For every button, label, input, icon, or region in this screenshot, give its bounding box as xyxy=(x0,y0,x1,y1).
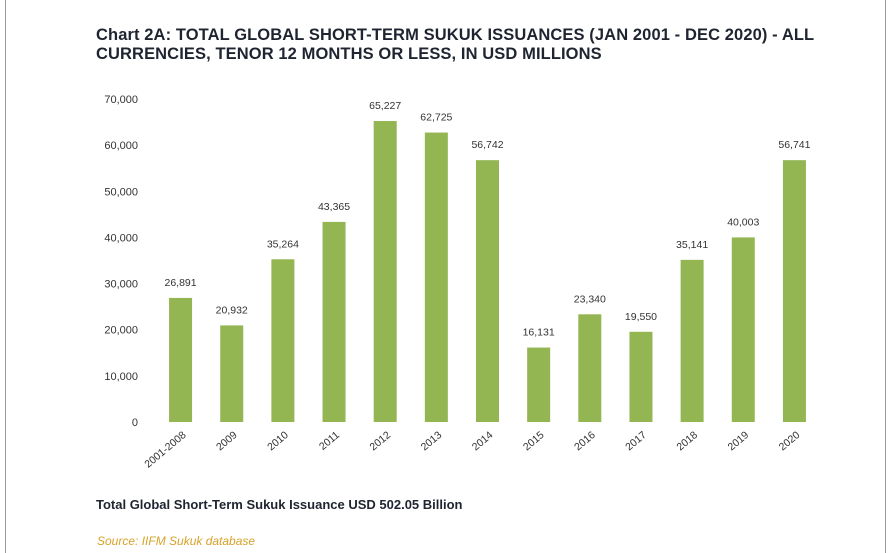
bar xyxy=(322,221,346,422)
data-label: 19,550 xyxy=(625,311,657,323)
bar xyxy=(373,121,397,422)
bar xyxy=(731,237,755,422)
x-tick-label: 2017 xyxy=(623,429,649,453)
x-tick-label: 2010 xyxy=(265,429,291,453)
y-tick-label: 60,000 xyxy=(104,140,138,152)
data-label: 20,932 xyxy=(216,304,248,316)
bars xyxy=(169,121,806,423)
x-tick-label: 2019 xyxy=(726,429,752,453)
bar xyxy=(476,160,499,422)
x-tick-label: 2009 xyxy=(214,429,240,453)
data-label: 35,264 xyxy=(267,238,299,250)
data-label: 56,742 xyxy=(471,139,503,151)
data-label: 62,725 xyxy=(420,112,452,124)
x-tick-label: 2011 xyxy=(317,429,342,453)
y-tick-label: 20,000 xyxy=(104,325,138,337)
bar xyxy=(169,297,193,422)
x-tick-label: 2015 xyxy=(521,429,547,453)
data-label: 56,741 xyxy=(778,139,810,151)
bar xyxy=(527,347,551,422)
bar xyxy=(578,314,602,422)
x-tick-label: 2012 xyxy=(368,429,394,453)
bar xyxy=(424,132,448,423)
y-tick-label: 40,000 xyxy=(104,232,138,244)
y-tick-label: 10,000 xyxy=(104,371,138,383)
chart-title: Chart 2A: TOTAL GLOBAL SHORT-TERM SUKUK … xyxy=(96,26,814,63)
x-axis: 2001-2008 2009 2010 2011 2012 2013 2014 2015 201… xyxy=(142,429,802,471)
y-tick-label: 70,000 xyxy=(104,94,138,106)
x-tick-label: 2018 xyxy=(674,429,700,453)
data-label: 26,891 xyxy=(165,277,197,289)
x-tick-label: 2001-2008 xyxy=(142,429,188,471)
bar xyxy=(220,325,244,422)
x-tick-label: 2016 xyxy=(572,429,598,453)
y-tick-label: 0 xyxy=(132,417,138,429)
data-label: 23,340 xyxy=(574,293,606,305)
total-issuance-note: Total Global Short-Term Sukuk Issuance U… xyxy=(96,497,463,512)
bar xyxy=(629,331,653,422)
data-label: 35,141 xyxy=(676,239,708,251)
bar xyxy=(271,259,295,422)
x-tick-label: 2020 xyxy=(777,429,803,453)
x-tick-label: 2014 xyxy=(470,429,496,453)
x-tick-label: 2013 xyxy=(419,429,445,453)
bar xyxy=(782,160,806,422)
data-label: 43,365 xyxy=(318,201,350,213)
data-label: 65,227 xyxy=(369,100,401,112)
y-tick-label: 50,000 xyxy=(104,186,138,198)
chart-frame xyxy=(5,0,886,553)
data-label: 16,131 xyxy=(523,327,555,339)
data-label: 40,003 xyxy=(727,216,759,228)
data-labels: 26,891 20,932 35,264 43,365 65,227 62,725 56,7… xyxy=(165,100,811,339)
y-tick-label: 30,000 xyxy=(104,279,138,291)
y-axis: 0 10,000 20,000 30,000 40,000 50,000 60,000 70,… xyxy=(104,94,138,429)
bar xyxy=(680,259,704,422)
source-note: Source: IIFM Sukuk database xyxy=(97,534,256,548)
